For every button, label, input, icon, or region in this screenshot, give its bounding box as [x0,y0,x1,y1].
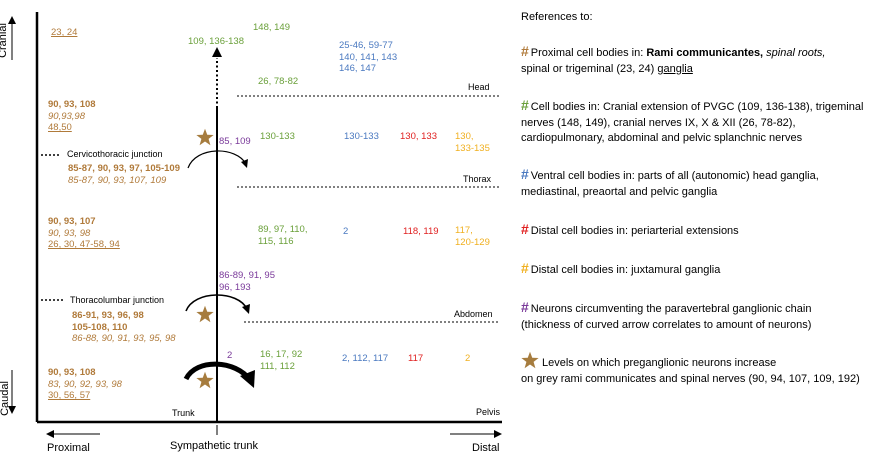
legend-red: # Distal cell bodies in: periarterial ext… [521,221,739,237]
region-pelvis: Pelvis [476,407,501,417]
ctj-brown-refs: 85-87, 90, 93, 97, 105-109 85-87, 90, 93… [68,163,180,186]
proximal-label: Proximal [47,442,90,454]
thoracolumbar-curved-arrow [185,294,248,312]
cervical-curved-arrow [187,150,247,169]
thoracolumbar-junction-label: Thoracolumbar junction [70,295,165,305]
red-hash-icon: # [521,221,529,237]
references-title: References to: [521,11,593,23]
pelvis-green-refs: 16, 17, 92 111, 112 [260,349,303,372]
sympathetic-trunk-label: Sympathetic trunk [170,440,259,452]
pelvis-brown-refs: 90, 93, 108 83, 90, 92, 93, 98 30, 56, 5… [48,367,122,401]
region-head: Head [468,82,490,92]
tlj-brown-refs: 86-91, 93, 96, 98 105-108, 110 86-88, 90… [72,310,176,344]
pelvis-blue-refs: 2, 112, 117 [342,353,389,364]
cervical-green-refs: 130-133 [260,131,295,142]
cervical-brown-refs: 90, 93, 108 90,93,98 48,50 [48,99,96,133]
region-trunk: Trunk [172,408,195,418]
thorax-red-refs: 118, 119 [403,226,439,237]
green-hash-icon: # [521,97,529,113]
caudal-label: Caudal [0,381,11,416]
star-icon-thoracolumbar [196,305,214,323]
brown-hash-icon: # [521,43,529,59]
thorax-blue-refs: 2 [343,226,349,237]
region-thorax: Thorax [463,174,492,184]
star-icon-cervicothoracic [196,128,214,146]
thorax-brown-refs: 90, 93, 107 90, 93, 98 26, 30, 47-58, 94 [48,216,120,250]
top-brown-refs: 23, 24 [51,27,78,38]
legend-green: # Cell bodies in: Cranial extension of PV… [521,97,864,144]
head-blue-refs: 25-46, 59-77 140, 141, 143 146, 147 [339,40,398,74]
thorax-green-refs: 89, 97, 110, 115, 116 [258,224,308,247]
trunk-cranial-arrowhead [212,47,222,57]
pelvis-yellow-refs: 2 [465,353,471,364]
star-icon-pelvic [196,371,214,389]
cervical-purple-refs: 85, 109 [219,136,251,147]
legend-blue: # Ventral cell bodies in: parts of all (a… [521,166,819,198]
blue-hash-icon: # [521,166,529,182]
pelvis-red-refs: 117 [408,353,424,364]
top-green-refs-1: 148, 149 [253,22,290,33]
pelvis-purple-refs: 2 [227,350,233,361]
purple-hash-icon: # [521,299,529,315]
legend-star: Levels on which preganglionic neurons in… [521,351,860,387]
head-green-refs: 26, 78-82 [258,76,299,87]
cervical-blue-refs: 130-133 [344,131,379,142]
cervicothoracic-junction-label: Cervicothoracic junction [67,149,163,159]
distal-label: Distal [472,442,500,454]
cranial-label: Cranial [0,23,9,58]
yellow-hash-icon: # [521,260,529,276]
top-green-refs-2: 109, 136-138 [188,36,244,47]
legend-purple: # Neurons circumventing the paravertebral… [521,299,812,331]
region-abdomen: Abdomen [454,309,493,319]
cervical-red-refs: 130, 133 [400,131,437,142]
legend-yellow: # Distal cell bodies in: juxtamural gangl… [521,260,721,276]
cervical-yellow-refs: 130, 133-135 [455,131,490,154]
star-icon [521,351,539,369]
thoracolumbar-purple-refs: 86-89, 91, 95 96, 193 [219,270,275,293]
legend-brown: # Proximal cell bodies in: Rami communica… [521,43,826,75]
thorax-yellow-refs: 117, 120-129 [455,225,490,248]
